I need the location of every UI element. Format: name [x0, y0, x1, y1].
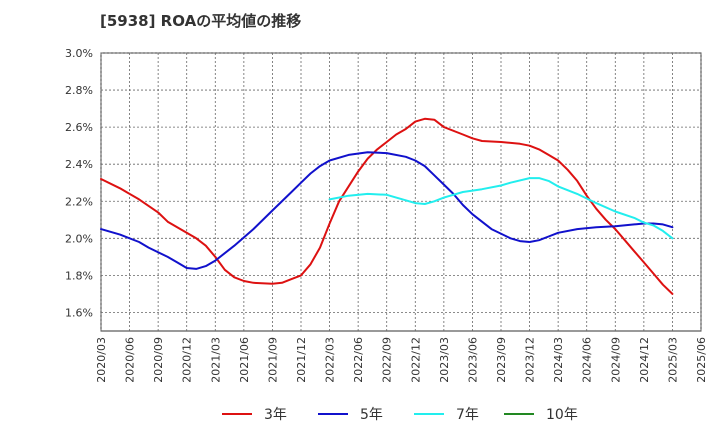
y-tick-label: 2.0% [65, 232, 93, 245]
series-line-2 [100, 151, 674, 270]
x-tick-label: 2023/09 [495, 337, 508, 383]
x-tick-label: 2023/03 [438, 337, 451, 383]
legend-label-2: 5年 [360, 407, 383, 423]
y-tick-label: 2.6% [65, 121, 93, 134]
series-line-3 [328, 177, 674, 240]
x-tick-label: 2025/03 [666, 337, 679, 383]
series-lines [100, 117, 674, 295]
legend-label-4: 10年 [546, 407, 578, 423]
y-axis-ticks: 3.0% 2.8% 2.6% 2.4% 2.2% 2.0% 1.8% 1.6% [65, 47, 93, 319]
x-tick-label: 2020/06 [124, 337, 137, 383]
y-tick-label: 1.6% [65, 306, 93, 319]
grid-lines [100, 52, 702, 331]
y-tick-label: 2.8% [65, 84, 93, 97]
legend-label-3: 7年 [456, 407, 479, 423]
x-tick-label: 2020/12 [181, 337, 194, 383]
x-tick-label: 2022/12 [409, 337, 422, 383]
plot-area [100, 52, 702, 332]
x-tick-label: 2022/03 [324, 337, 337, 383]
x-tick-label: 2024/09 [609, 337, 622, 383]
y-tick-label: 1.8% [65, 269, 93, 282]
legend-label-1: 3年 [264, 407, 287, 423]
x-tick-label: 2020/09 [152, 337, 165, 383]
x-tick-label: 2025/06 [695, 337, 708, 383]
x-tick-label: 2022/09 [381, 337, 394, 383]
x-axis-ticks: 2020/03 2020/06 2020/09 2020/12 2021/03 2021/… [95, 337, 708, 383]
chart-title: [5938] ROAの平均値の推移 [100, 12, 302, 30]
y-tick-label: 2.4% [65, 158, 93, 171]
x-tick-label: 2020/03 [95, 337, 108, 383]
y-tick-label: 2.2% [65, 195, 93, 208]
x-tick-label: 2024/06 [581, 337, 594, 383]
x-tick-label: 2021/03 [209, 337, 222, 383]
legend: 3年 5年 7年 10年 [222, 407, 578, 423]
x-tick-label: 2023/12 [524, 337, 537, 383]
x-tick-label: 2021/06 [238, 337, 251, 383]
x-tick-label: 2022/06 [352, 337, 365, 383]
x-tick-label: 2024/12 [638, 337, 651, 383]
x-tick-label: 2023/06 [466, 337, 479, 383]
x-tick-label: 2021/12 [295, 337, 308, 383]
y-tick-label: 3.0% [65, 47, 93, 60]
x-tick-label: 2024/03 [552, 337, 565, 383]
x-tick-label: 2021/09 [266, 337, 279, 383]
